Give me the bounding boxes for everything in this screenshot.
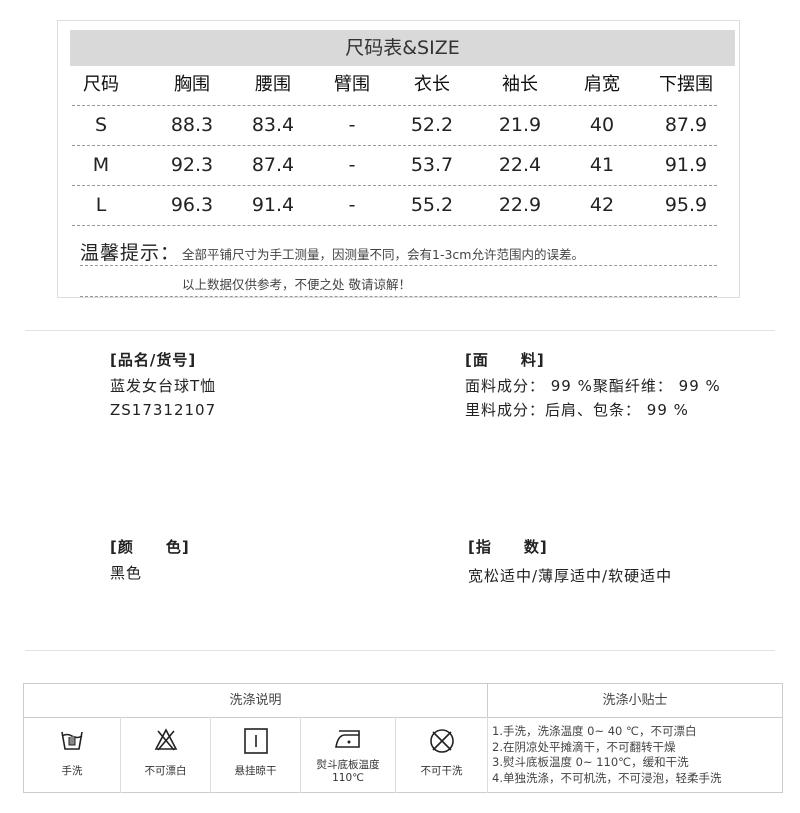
table-cell: 55.2 — [410, 194, 454, 216]
table-row: M 92.3 87.4 - 53.7 22.4 41 91.9 — [72, 145, 717, 186]
table-cell: 41 — [589, 154, 615, 176]
care-label: 熨斗底板温度110℃ — [316, 759, 380, 784]
table-cell: 95.9 — [664, 194, 708, 216]
table-cell: 22.9 — [498, 194, 542, 216]
divider — [25, 650, 775, 651]
table-cell: 91.9 — [664, 154, 708, 176]
care-label: 悬挂晾干 — [234, 765, 277, 777]
column-header: 腰围 — [255, 74, 291, 95]
table-cell: L — [95, 194, 107, 216]
care-item: 熨斗底板温度110℃ — [301, 717, 396, 793]
care-table: 洗涤说明 洗涤小贴士 手洗 不可漂白 悬挂晾干 熨斗底板温度110℃ 不可干洗 1.手洗… — [23, 683, 783, 793]
iron-icon — [301, 727, 395, 757]
hang-dry-icon — [211, 727, 300, 757]
table-cell: 83.4 — [251, 114, 295, 136]
column-header: 下摆围 — [659, 74, 713, 95]
table-cell: 52.2 — [410, 114, 454, 136]
divider — [80, 296, 717, 297]
care-label: 不可漂白 — [144, 765, 187, 777]
care-item: 悬挂晾干 — [211, 717, 301, 793]
table-cell: 87.4 — [251, 154, 295, 176]
product-color: 黑色 — [110, 564, 143, 582]
fabric-label: [面 料] — [465, 351, 545, 369]
table-row: S 88.3 83.4 - 52.2 21.9 40 87.9 — [72, 105, 717, 146]
tip-line-2: 以上数据仅供参考，不便之处 敬请谅解！ — [182, 277, 411, 292]
table-cell: 91.4 — [251, 194, 295, 216]
care-item: 不可干洗 — [396, 717, 488, 793]
tip-item: 2.在阴凉处平摊滴干，不可翻转干燥 — [492, 739, 676, 754]
divider — [25, 330, 775, 331]
table-cell: 96.3 — [170, 194, 214, 216]
divider — [80, 265, 717, 266]
column-header: 臂围 — [334, 74, 370, 95]
table-cell: 87.9 — [664, 114, 708, 136]
table-cell: - — [348, 114, 356, 136]
table-cell: 92.3 — [170, 154, 214, 176]
care-title: 洗涤说明 — [24, 684, 488, 718]
column-header: 肩宽 — [584, 74, 620, 95]
care-tips: 1.手洗，洗涤温度 0~ 40 ℃，不可漂白 2.在阴凉处平摊滴干，不可翻转干燥… — [492, 724, 721, 786]
table-cell: - — [348, 194, 356, 216]
tips-title: 洗涤小贴士 — [488, 684, 782, 718]
table-cell: 40 — [589, 114, 615, 136]
tip-line-1: 全部平铺尺寸为手工测量，因测量不同，会有1-3cm允许范围内的误差。 — [182, 247, 584, 262]
table-cell: M — [92, 154, 110, 176]
column-header: 衣长 — [414, 74, 450, 95]
tip-item: 1.手洗，洗涤温度 0~ 40 ℃，不可漂白 — [492, 724, 697, 738]
product-index: 宽松适中/薄厚适中/软硬适中 — [468, 567, 673, 585]
index-label: [指 数] — [468, 538, 548, 556]
tip-label: 温馨提示： — [80, 242, 181, 264]
table-cell: - — [348, 154, 356, 176]
table-cell: 88.3 — [170, 114, 214, 136]
table-cell: S — [94, 114, 108, 136]
care-item: 不可漂白 — [121, 717, 211, 793]
name-label: [品名/货号] — [110, 351, 197, 369]
table-header: 尺码 胸围 腰围 臂围 衣长 袖长 肩宽 下摆围 — [72, 65, 717, 106]
size-chart-title: 尺码表&SIZE — [70, 30, 735, 66]
product-sku: ZS17312107 — [110, 401, 217, 419]
color-label: [颜 色] — [110, 538, 190, 556]
fabric-lining: 里料成分：后肩、包条： 99 % — [465, 401, 689, 419]
product-name: 蓝发女台球T恤 — [110, 377, 217, 395]
tip-item: 3.熨斗底板温度 0~ 110℃，缓和干洗 — [492, 755, 689, 769]
no-bleach-icon — [121, 727, 210, 757]
size-chart-box — [57, 20, 740, 298]
column-header: 尺码 — [83, 74, 119, 95]
hand-wash-icon — [24, 727, 120, 757]
column-header: 胸围 — [174, 74, 210, 95]
fabric-main: 面料成分： 99 %聚酯纤维： 99 % — [465, 377, 721, 395]
care-label: 不可干洗 — [420, 765, 463, 777]
care-label: 手洗 — [61, 765, 83, 777]
table-cell: 22.4 — [498, 154, 542, 176]
table-cell: 21.9 — [498, 114, 542, 136]
care-item: 手洗 — [24, 717, 121, 793]
column-header: 袖长 — [502, 74, 538, 95]
table-row: L 96.3 91.4 - 55.2 22.9 42 95.9 — [72, 185, 717, 226]
tip-item: 4.单独洗涤，不可机洗，不可浸泡，轻柔手洗 — [492, 770, 722, 785]
no-dry-clean-icon — [396, 727, 487, 757]
table-cell: 42 — [589, 194, 615, 216]
table-cell: 53.7 — [410, 154, 454, 176]
